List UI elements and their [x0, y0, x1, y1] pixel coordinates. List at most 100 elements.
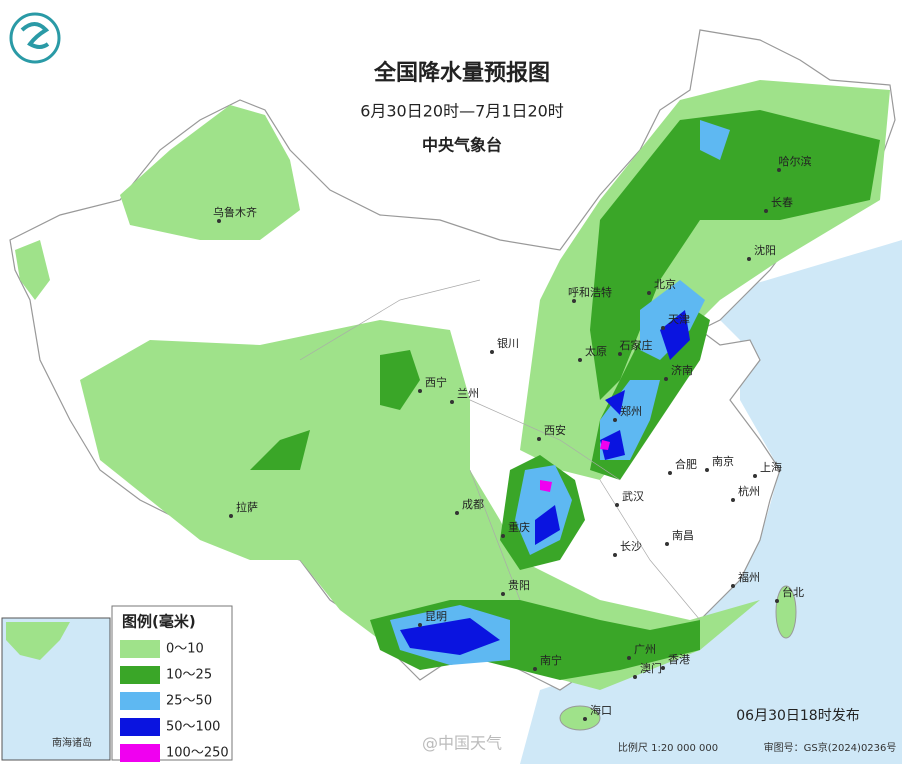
legend-title: 图例(毫米) — [122, 613, 196, 631]
city-dot — [661, 666, 665, 670]
watermark: @中国天气 — [422, 734, 502, 753]
city-dot — [613, 553, 617, 557]
island — [775, 585, 797, 639]
city-dot — [661, 326, 665, 330]
city-label: 长沙 — [620, 540, 642, 553]
legend-swatch — [120, 640, 160, 658]
legend: 图例(毫米) 0～10 10～25 25～50 50～100 100～250 — [111, 605, 233, 762]
map-layers — [9, 29, 896, 731]
city-label: 银川 — [497, 336, 519, 350]
legend-swatch — [120, 718, 160, 736]
city-dot — [705, 468, 709, 472]
south-sea-inset: 南海诸岛 — [1, 617, 111, 761]
scale: 比例尺 1:20 000 000 — [618, 741, 718, 754]
city-label: 杭州 — [738, 484, 760, 498]
province-border — [469, 399, 621, 481]
city-dot — [533, 667, 537, 671]
city-dot — [665, 542, 669, 546]
city-labels: 乌鲁木齐 哈尔滨 长春 沈阳 呼和浩特 北京 天津 银川 太原 石家庄 西宁 兰… — [213, 154, 812, 721]
sea — [520, 240, 902, 764]
city-label: 郑州 — [620, 404, 642, 418]
city-dot — [455, 511, 459, 515]
legend-items: 0～10 10～25 25～50 50～100 100～250 — [120, 640, 229, 762]
city-label: 重庆 — [508, 520, 530, 534]
city-dot — [731, 498, 735, 502]
map-number: 审图号：GS京(2024)0236号 — [764, 741, 897, 754]
rain-zone — [540, 480, 552, 492]
city-label: 成都 — [462, 498, 484, 511]
rain-zone — [535, 505, 560, 545]
city-label: 兰州 — [457, 387, 479, 400]
legend-label: 100～250 — [166, 746, 229, 761]
legend-label: 0～10 — [166, 642, 204, 657]
city-label: 乌鲁木齐 — [213, 205, 257, 219]
rain-zone — [660, 310, 690, 360]
rain-zone — [80, 320, 760, 690]
rain-zone — [15, 240, 50, 300]
rain-zone — [600, 440, 610, 450]
city-label: 合肥 — [675, 457, 697, 471]
logo — [9, 12, 61, 64]
map-title: 全国降水量预报图 — [373, 60, 550, 86]
rain-zone — [380, 350, 420, 410]
city-dot — [615, 503, 619, 507]
city-label: 长春 — [771, 196, 793, 209]
rain-zone — [700, 120, 730, 160]
legend-swatch — [120, 744, 160, 762]
city-label: 沈阳 — [754, 243, 776, 257]
legend-swatch — [120, 666, 160, 684]
city-label: 昆明 — [425, 610, 447, 623]
city-dot — [627, 656, 631, 660]
city-dot — [217, 219, 221, 223]
city-dot — [418, 623, 422, 627]
city-label: 南宁 — [540, 653, 562, 667]
city-label: 西宁 — [425, 375, 447, 389]
city-dot — [633, 675, 637, 679]
city-label: 太原 — [585, 345, 607, 358]
issue-time: 06月30日18时发布 — [736, 708, 859, 724]
city-dot — [578, 358, 582, 362]
city-dot — [229, 514, 233, 518]
rain-zone — [250, 430, 310, 470]
inset-label: 南海诸岛 — [52, 736, 92, 749]
city-dot — [501, 592, 505, 596]
city-label: 济南 — [671, 363, 693, 377]
city-dot — [613, 418, 617, 422]
city-label: 石家庄 — [620, 338, 653, 352]
rain-zone — [600, 430, 625, 460]
city-label: 武汉 — [622, 490, 644, 503]
city-label: 天津 — [668, 313, 690, 326]
city-dot — [647, 291, 651, 295]
map-period: 6月30日20时—7月1日20时 — [360, 102, 564, 121]
city-dot — [731, 584, 735, 588]
city-dot — [777, 168, 781, 172]
city-label: 南昌 — [672, 529, 694, 542]
rain-zone — [605, 390, 625, 415]
city-dot — [775, 599, 779, 603]
island — [559, 705, 601, 731]
city-label: 拉萨 — [236, 500, 258, 514]
inset-land — [6, 622, 70, 660]
logo-mark — [20, 22, 50, 49]
city-dot — [418, 389, 422, 393]
city-dot — [583, 717, 587, 721]
legend-label: 10～25 — [166, 668, 212, 683]
city-label: 北京 — [654, 277, 676, 291]
rain-zone — [400, 618, 500, 655]
city-dot — [501, 534, 505, 538]
city-label: 南京 — [712, 454, 734, 468]
city-label: 广州 — [634, 643, 656, 656]
city-label: 香港 — [668, 653, 690, 666]
city-label: 台北 — [782, 585, 804, 599]
map-agency: 中央气象台 — [422, 136, 502, 155]
city-dot — [490, 350, 494, 354]
city-dot — [450, 400, 454, 404]
city-dot — [537, 437, 541, 441]
city-label: 贵阳 — [508, 579, 530, 592]
legend-swatch — [120, 692, 160, 710]
legend-label: 50～100 — [166, 720, 220, 735]
city-dot — [572, 299, 576, 303]
rain-zone — [120, 105, 300, 240]
city-dot — [668, 471, 672, 475]
